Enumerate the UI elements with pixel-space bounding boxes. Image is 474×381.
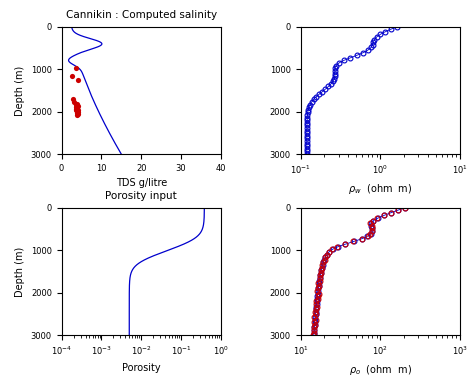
- Point: [74, 77, 82, 83]
- Point: [72, 65, 79, 71]
- Y-axis label: Depth (m): Depth (m): [15, 65, 25, 115]
- Point: [74, 109, 82, 115]
- Title: Porosity input: Porosity input: [105, 191, 177, 202]
- X-axis label: $\rho_w$  (ohm  m): $\rho_w$ (ohm m): [348, 182, 412, 196]
- Point: [73, 110, 81, 116]
- X-axis label: $\rho_o$  (ohm  m): $\rho_o$ (ohm m): [349, 363, 411, 377]
- Point: [73, 108, 81, 114]
- Point: [71, 99, 78, 106]
- Point: [72, 107, 79, 114]
- Y-axis label: Depth (m): Depth (m): [15, 247, 25, 297]
- Point: [73, 105, 81, 111]
- Point: [73, 106, 80, 112]
- Point: [72, 104, 80, 110]
- Point: [68, 72, 75, 78]
- Point: [73, 101, 81, 107]
- Point: [74, 111, 82, 117]
- X-axis label: TDS g/litre: TDS g/litre: [116, 178, 167, 189]
- Point: [72, 102, 79, 108]
- Title: Cannikin : Computed salinity: Cannikin : Computed salinity: [66, 10, 217, 20]
- Point: [74, 103, 82, 109]
- Point: [73, 112, 81, 118]
- Point: [69, 96, 77, 102]
- Point: [74, 107, 82, 113]
- X-axis label: Porosity: Porosity: [122, 363, 161, 373]
